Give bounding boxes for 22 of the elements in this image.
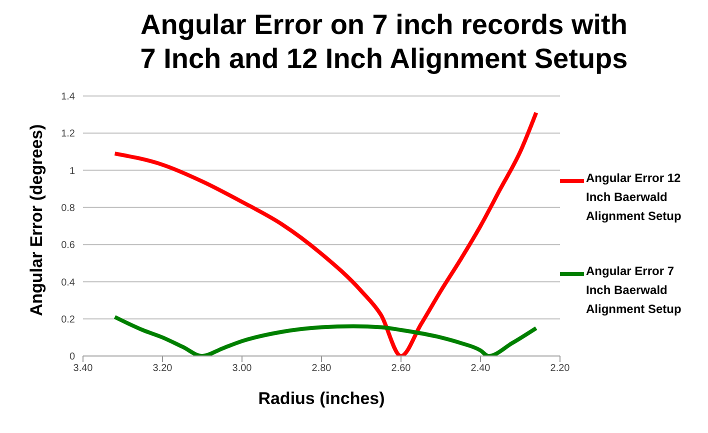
- legend-label: Angular Error 12 Inch Baerwald Alignment Setup: [586, 170, 682, 225]
- x-tick-label: 3.40: [73, 363, 94, 374]
- y-tick-label: 0.6: [61, 240, 76, 252]
- y-tick-label: 0.4: [61, 277, 76, 288]
- x-axis-title: Radius (inches): [258, 389, 385, 408]
- x-tick-label: 2.60: [391, 363, 412, 374]
- x-tick-label: 3.20: [152, 363, 173, 374]
- y-tick-label: 0: [69, 352, 76, 363]
- y-tick-label: 0.8: [61, 202, 76, 214]
- line-series: [112, 315, 538, 356]
- line-series: [112, 110, 538, 356]
- x-tick-label: 3.00: [232, 363, 252, 374]
- y-tick-label: 1.4: [61, 92, 76, 103]
- x-tick-label: 2.20: [550, 363, 570, 374]
- y-tick-label: 1.2: [61, 128, 76, 140]
- x-tick-label: 2.40: [470, 363, 491, 374]
- x-tick-label: 2.80: [312, 363, 332, 374]
- y-axis-title: Angular Error (degrees): [27, 124, 46, 316]
- y-tick-label: 1: [69, 166, 76, 177]
- y-tick-label: 0.2: [61, 314, 76, 326]
- legend-label: Angular Error 7 Inch Baerwald Alignment Setup: [586, 263, 682, 318]
- chart-title: Angular Error on 7 inch records with 7 Inch and 12 Inch Alignment Setups: [139, 8, 629, 76]
